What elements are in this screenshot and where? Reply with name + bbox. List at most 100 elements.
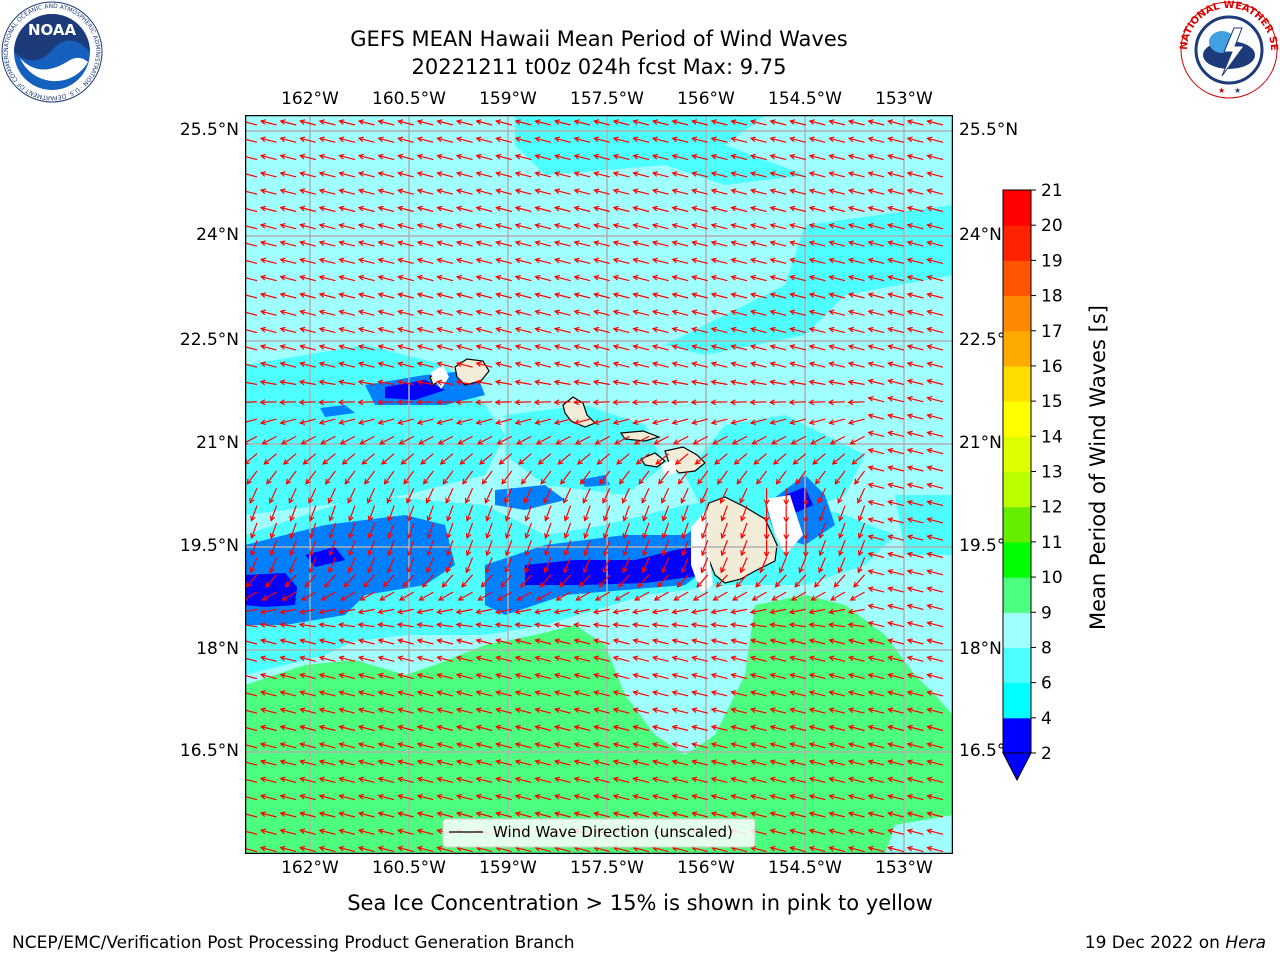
wind-arrow-shaft <box>378 402 394 403</box>
legend-label: Wind Wave Direction (unscaled) <box>493 823 733 841</box>
lon-label-top: 157.5°W <box>567 89 647 109</box>
wind-arrow-shaft <box>476 402 492 403</box>
lon-label-bottom: 159°W <box>468 858 548 878</box>
wind-arrow-shaft <box>555 402 571 403</box>
wind-arrow-shaft <box>245 402 257 403</box>
footer-date: 19 Dec 2022 on <box>1085 933 1226 953</box>
colorbar-tick-label: 9 <box>1041 603 1052 623</box>
wind-arrow-shaft <box>653 402 669 403</box>
lat-label-left: 21°N <box>149 433 239 453</box>
nws-logo: NATIONAL WEATHER SERVICE ★ ★ <box>1178 0 1280 100</box>
lon-label-top: 162°W <box>270 89 350 109</box>
colorbar-segment <box>1003 542 1031 578</box>
lat-label-left: 25.5°N <box>149 120 239 140</box>
colorbar-segment <box>1003 331 1031 367</box>
wind-arrow-shaft <box>790 402 806 403</box>
colorbar-tick-label: 20 <box>1041 216 1063 236</box>
wind-arrow-shaft <box>672 402 688 403</box>
chart-subtitle: 20221211 t00z 024h fcst Max: 9.75 <box>245 55 953 79</box>
wind-arrow-shaft <box>849 402 865 403</box>
wind-arrow-shaft <box>300 402 316 403</box>
wind-arrow-shaft <box>535 402 551 403</box>
footer-host: Hera <box>1225 933 1266 953</box>
wind-arrow-shaft <box>398 402 414 403</box>
lon-label-top: 154.5°W <box>765 89 845 109</box>
lon-label-bottom: 153°W <box>864 858 944 878</box>
wave-period-map: Wind Wave Direction (unscaled) <box>245 115 953 854</box>
colorbar-tick-label: 19 <box>1041 251 1063 271</box>
lat-label-left: 19.5°N <box>149 536 239 556</box>
colorbar-segment <box>1003 190 1031 226</box>
arrow-legend: Wind Wave Direction (unscaled) <box>443 819 755 847</box>
colorbar-tick-label: 8 <box>1041 638 1052 658</box>
lon-label-bottom: 160.5°W <box>369 858 449 878</box>
colorbar-segment <box>1003 718 1031 754</box>
wind-arrow-shaft <box>770 402 786 403</box>
wind-arrow-shaft <box>417 402 433 403</box>
colorbar-tick-label: 18 <box>1041 287 1063 307</box>
lon-label-bottom: 162°W <box>270 858 350 878</box>
colorbar-segment <box>1003 507 1031 543</box>
colorbar-segment <box>1003 647 1031 683</box>
colorbar-segment <box>1003 472 1031 508</box>
wind-arrow-shaft <box>496 402 512 403</box>
lat-label-left: 16.5°N <box>149 741 239 761</box>
noaa-logo: NATIONAL OCEANIC AND ATMOSPHERIC ADMINIS… <box>0 0 104 104</box>
svg-text:★: ★ <box>1218 86 1225 95</box>
lat-label-left: 18°N <box>149 639 239 659</box>
wind-arrow-shaft <box>633 402 649 403</box>
colorbar-segment <box>1003 225 1031 261</box>
lat-label-right: 25.5°N <box>959 120 1018 140</box>
wind-arrow-shaft <box>731 402 747 403</box>
colorbar-segment <box>1003 401 1031 437</box>
wind-arrow-shaft <box>261 402 277 403</box>
colorbar-segment <box>1003 612 1031 648</box>
wind-arrow-shaft <box>692 402 708 403</box>
footer-right: 19 Dec 2022 on Hera <box>1085 933 1266 953</box>
wind-arrow-shaft <box>359 402 375 403</box>
noaa-logo-text: NOAA <box>28 21 77 39</box>
wind-arrow-shaft <box>711 402 727 403</box>
colorbar-tick-label: 13 <box>1041 463 1063 483</box>
lon-label-top: 153°W <box>864 89 944 109</box>
colorbar-tick-label: 11 <box>1041 533 1063 553</box>
lon-label-bottom: 156°W <box>666 858 746 878</box>
lat-label-left: 22.5°N <box>149 330 239 350</box>
footer-left: NCEP/EMC/Verification Post Processing Pr… <box>12 933 575 953</box>
colorbar-tick-label: 21 <box>1041 181 1063 201</box>
colorbar-extend-triangle <box>1003 753 1031 780</box>
sea-ice-note: Sea Ice Concentration > 15% is shown in … <box>245 891 1035 915</box>
colorbar-segment <box>1003 366 1031 402</box>
colorbar-tick-label: 2 <box>1041 744 1052 764</box>
wind-arrow-shaft <box>574 402 590 403</box>
colorbar-label: Mean Period of Wind Waves [s] <box>1086 310 1110 630</box>
chart-title: GEFS MEAN Hawaii Mean Period of Wind Wav… <box>245 27 953 51</box>
lon-label-top: 159°W <box>468 89 548 109</box>
colorbar-tick-label: 10 <box>1041 568 1063 588</box>
wind-arrow-shaft <box>809 402 825 403</box>
colorbar-segment <box>1003 577 1031 613</box>
lon-label-bottom: 157.5°W <box>567 858 647 878</box>
wind-arrow-shaft <box>515 402 531 403</box>
wind-arrow-shaft <box>829 402 845 403</box>
wind-arrow-shaft <box>457 402 473 403</box>
colorbar-tick-label: 14 <box>1041 427 1063 447</box>
lon-label-top: 156°W <box>666 89 746 109</box>
colorbar-tick-label: 17 <box>1041 322 1063 342</box>
lon-label-bottom: 154.5°W <box>765 858 845 878</box>
lon-label-top: 160.5°W <box>369 89 449 109</box>
colorbar-segment <box>1003 436 1031 472</box>
colorbar-tick-label: 15 <box>1041 392 1063 412</box>
colorbar: 24689101112131415161718192021 <box>995 180 1095 790</box>
colorbar-segment <box>1003 683 1031 719</box>
wind-arrow-shaft <box>319 402 335 403</box>
colorbar-tick-label: 12 <box>1041 498 1063 518</box>
wind-arrow-shaft <box>594 402 610 403</box>
svg-text:★: ★ <box>1234 86 1241 95</box>
colorbar-segment <box>1003 296 1031 332</box>
wind-arrow-shaft <box>751 402 767 403</box>
colorbar-segment <box>1003 260 1031 296</box>
wind-arrow-shaft <box>437 402 453 403</box>
colorbar-tick-label: 16 <box>1041 357 1063 377</box>
wind-arrow-shaft <box>613 402 629 403</box>
